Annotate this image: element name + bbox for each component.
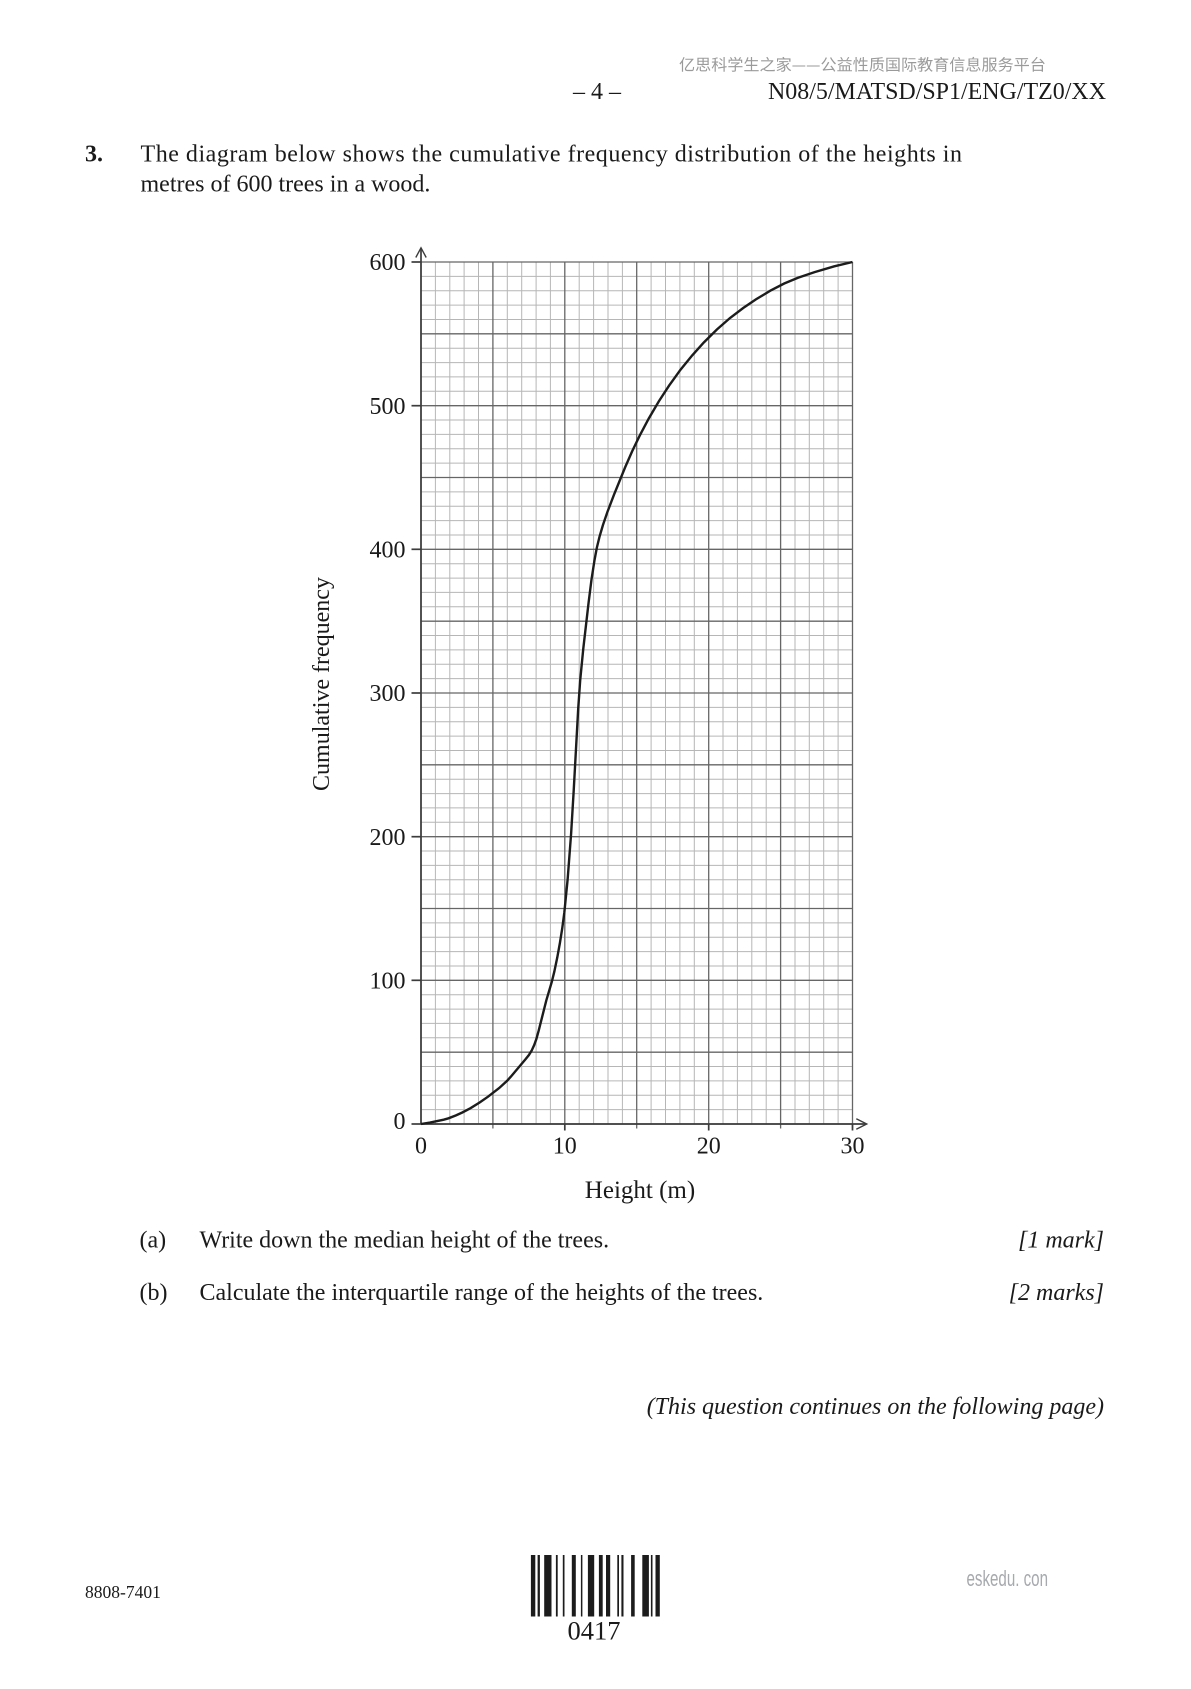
svg-text:Calculate the interquartile ra: Calculate the interquartile range of the…	[200, 1280, 764, 1306]
svg-text:The diagram below shows the cu: The diagram below shows the cumulative f…	[141, 142, 963, 168]
svg-text:500: 500	[370, 394, 406, 420]
svg-text:300: 300	[370, 681, 406, 707]
svg-text:(a): (a)	[140, 1228, 167, 1254]
svg-text:(This question continues on th: (This question continues on the followin…	[647, 1394, 1104, 1420]
svg-text:(b): (b)	[140, 1280, 168, 1306]
svg-text:200: 200	[370, 825, 406, 851]
svg-text:Write down the median height o: Write down the median height of the tree…	[200, 1228, 610, 1254]
svg-text:100: 100	[370, 968, 406, 994]
svg-text:600: 600	[370, 250, 406, 276]
svg-text:0417: 0417	[568, 1616, 621, 1646]
svg-text:20: 20	[697, 1134, 721, 1160]
svg-text:0: 0	[394, 1109, 406, 1135]
svg-text:metres of 600 trees in a wood.: metres of 600 trees in a wood.	[141, 172, 431, 198]
svg-text:400: 400	[370, 537, 406, 563]
svg-text:0: 0	[415, 1134, 427, 1160]
svg-text:– 4 –: – 4 –	[572, 79, 622, 105]
svg-text:Cumulative frequency: Cumulative frequency	[309, 577, 335, 791]
svg-text:eskedu. con: eskedu. con	[967, 1566, 1049, 1591]
svg-text:[2 marks]: [2 marks]	[1009, 1280, 1104, 1306]
svg-text:3.: 3.	[85, 142, 103, 168]
svg-text:8808-7401: 8808-7401	[85, 1582, 161, 1602]
svg-text:N08/5/MATSD/SP1/ENG/TZ0/XX: N08/5/MATSD/SP1/ENG/TZ0/XX	[768, 79, 1106, 105]
svg-text:30: 30	[841, 1134, 865, 1160]
svg-text:[1 mark]: [1 mark]	[1018, 1228, 1104, 1254]
svg-text:Height (m): Height (m)	[585, 1177, 695, 1204]
svg-text:10: 10	[553, 1134, 577, 1160]
